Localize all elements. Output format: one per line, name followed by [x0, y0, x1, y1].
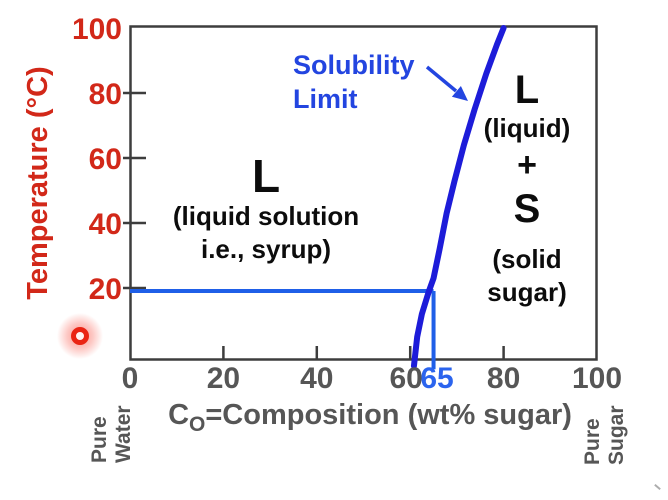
laser-pointer-dot	[71, 327, 89, 345]
syrup-desc-line-1: (liquid solution	[172, 201, 360, 231]
x-axis-title-subscript: O	[189, 413, 206, 436]
pure-water-line-1: Pure	[88, 416, 111, 463]
x-axis-title-symbol: C	[168, 399, 190, 431]
pure-sugar-line-2: Sugar	[605, 405, 628, 465]
x-tick-label: 20	[206, 362, 241, 395]
highlighted-composition-label: 65	[420, 362, 454, 395]
callout-arrow-line	[425, 65, 458, 93]
y-tick-label: 40	[88, 208, 122, 241]
y-tick-label: 100	[71, 13, 122, 46]
x-tick-label: 0	[121, 362, 139, 395]
x-tick-label: 100	[571, 362, 623, 395]
callout-arrow-head	[451, 86, 468, 101]
y-tick-label: 60	[88, 143, 122, 176]
callout-line-1: Solubility	[293, 50, 415, 80]
solid-desc-line-2: sugar)	[487, 277, 567, 307]
y-axis-title: Temperature (°C)	[22, 66, 54, 300]
phase-symbol-liquid-right: L	[514, 68, 540, 112]
x-tick-label: 60	[389, 362, 423, 395]
phase-symbol-solid: S	[513, 187, 541, 231]
syrup-desc-line-2: i.e., syrup)	[200, 234, 332, 264]
pure-water-label: Pure Water	[88, 383, 136, 463]
callout-line-2: Limit	[293, 84, 358, 114]
solid-desc-line-1: (solid	[492, 244, 562, 274]
x-axis-title-rest: =Composition (wt% sugar)	[205, 399, 572, 431]
y-tick-label: 20	[88, 273, 122, 306]
y-tick-label: 80	[88, 78, 122, 111]
laser-pointer-glow	[56, 312, 104, 360]
x-tick-label: 80	[486, 362, 521, 395]
pure-water-line-2: Water	[112, 405, 135, 463]
plus-sign: +	[517, 146, 537, 184]
plot-border	[129, 25, 598, 361]
region-label-syrup: L (liquid solution i.e., syrup)	[141, 152, 391, 266]
phase-symbol-liquid: L	[251, 150, 281, 202]
region-label-two-phase: L (liquid) + S (solid sugar)	[452, 68, 602, 309]
x-tick-label: 40	[300, 362, 334, 395]
x-axis-title: CO=Composition (wt% sugar)	[140, 399, 600, 437]
solubility-limit-callout: Solubility Limit	[293, 48, 415, 116]
liquid-desc: (liquid)	[483, 113, 571, 143]
solubility-curve	[410, 25, 507, 369]
pure-sugar-line-1: Pure	[581, 418, 604, 465]
pure-sugar-label: Pure Sugar	[581, 385, 629, 465]
